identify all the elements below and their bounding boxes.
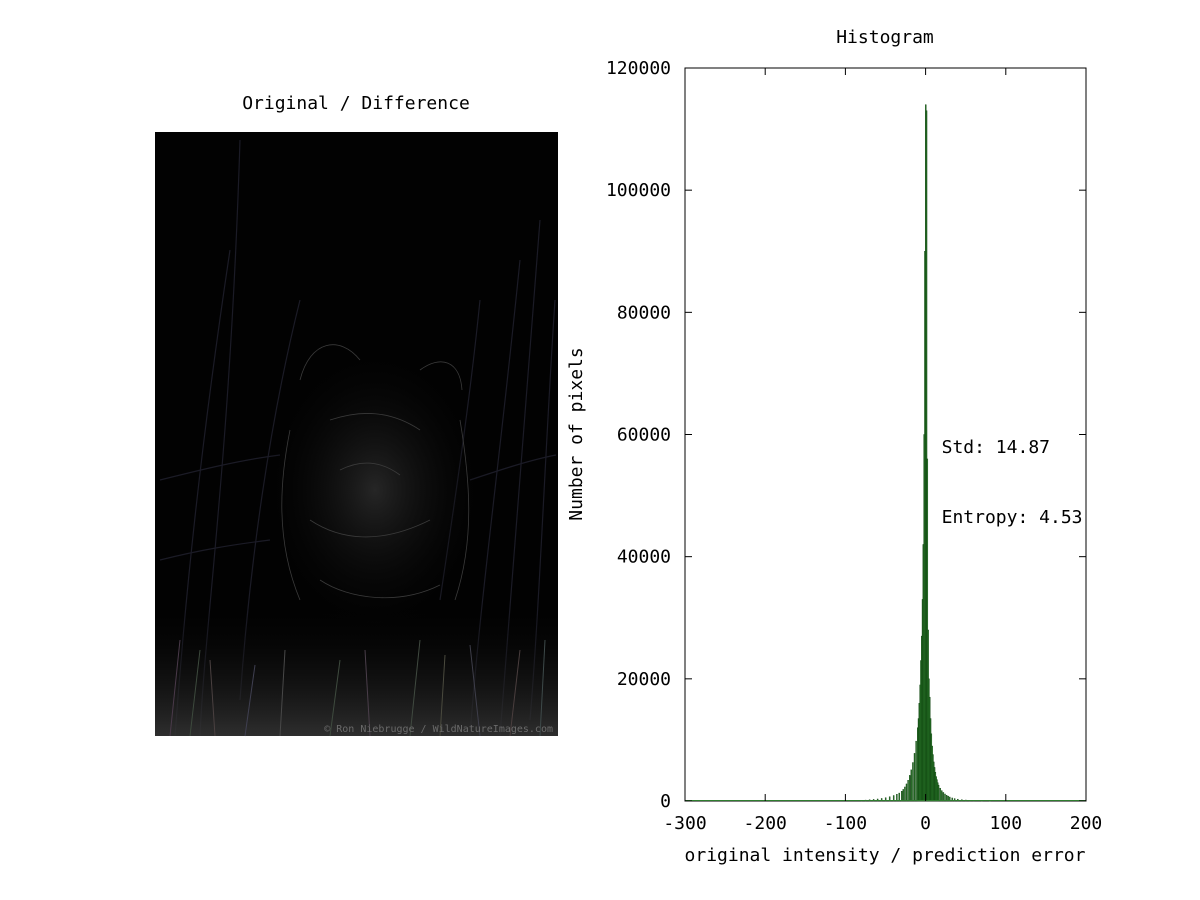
histogram-bars: [685, 104, 1086, 802]
y-tick-label: 100000: [606, 180, 671, 201]
histogram-bar: [942, 792, 945, 802]
y-tick-label: 80000: [617, 302, 671, 323]
bear-edge-texture: [260, 340, 490, 640]
histogram-bar: [912, 762, 914, 802]
x-tick-label: 0: [920, 813, 931, 834]
histogram-bar: [907, 780, 909, 802]
foreground-grass-strokes: [169, 639, 546, 737]
x-tick-label: -200: [744, 813, 787, 834]
bear-edge-strokes: [281, 344, 470, 601]
histogram-bar: [909, 775, 911, 802]
y-tick-label: 40000: [617, 547, 671, 568]
histogram-bar: [913, 753, 916, 802]
histogram-bar: [941, 790, 943, 802]
annotation-text: Std: 14.87: [942, 437, 1050, 458]
x-tick-label: 200: [1070, 813, 1103, 834]
histogram-bar: [896, 794, 898, 802]
y-tick-label: 0: [660, 791, 671, 812]
histogram-bar: [898, 792, 900, 802]
x-tick-label: 100: [990, 813, 1023, 834]
histogram-bar: [937, 784, 940, 802]
histogram-bar: [915, 740, 917, 802]
y-tick-label: 20000: [617, 669, 671, 690]
x-axis-label: original intensity / prediction error: [685, 845, 1086, 866]
annotations: Std: 14.87 Entropy: 4.53: [942, 437, 1083, 528]
histogram-bar: [944, 793, 946, 802]
foreground-grass-texture: [155, 600, 558, 736]
histogram-bar: [900, 791, 903, 802]
image-panel-title: Original / Difference: [242, 93, 470, 114]
plot-frame: [684, 67, 1087, 802]
histogram-bar: [902, 789, 904, 802]
difference-image: © Ron Niebrugge / WildNatureImages.com: [155, 132, 558, 737]
chart-title: Histogram: [836, 27, 934, 48]
x-tick-label: -300: [663, 813, 706, 834]
histogram-bar: [910, 769, 912, 802]
y-axis-label: Number of pixels: [566, 347, 587, 520]
histogram-bar: [939, 787, 941, 802]
histogram-bar: [905, 783, 908, 802]
y-axis-ticks: 0 20000 40000 60000 80000 100000 120000: [606, 58, 1086, 812]
histogram-bar: [904, 786, 906, 802]
y-tick-label: 60000: [617, 425, 671, 446]
x-tick-label: -100: [824, 813, 867, 834]
annotation-text: Entropy: 4.53: [942, 507, 1083, 528]
y-tick-label: 120000: [606, 58, 671, 79]
x-axis-ticks: -300 -200 -100 0 100 200: [663, 68, 1102, 834]
image-watermark: © Ron Niebrugge / WildNatureImages.com: [324, 724, 553, 735]
